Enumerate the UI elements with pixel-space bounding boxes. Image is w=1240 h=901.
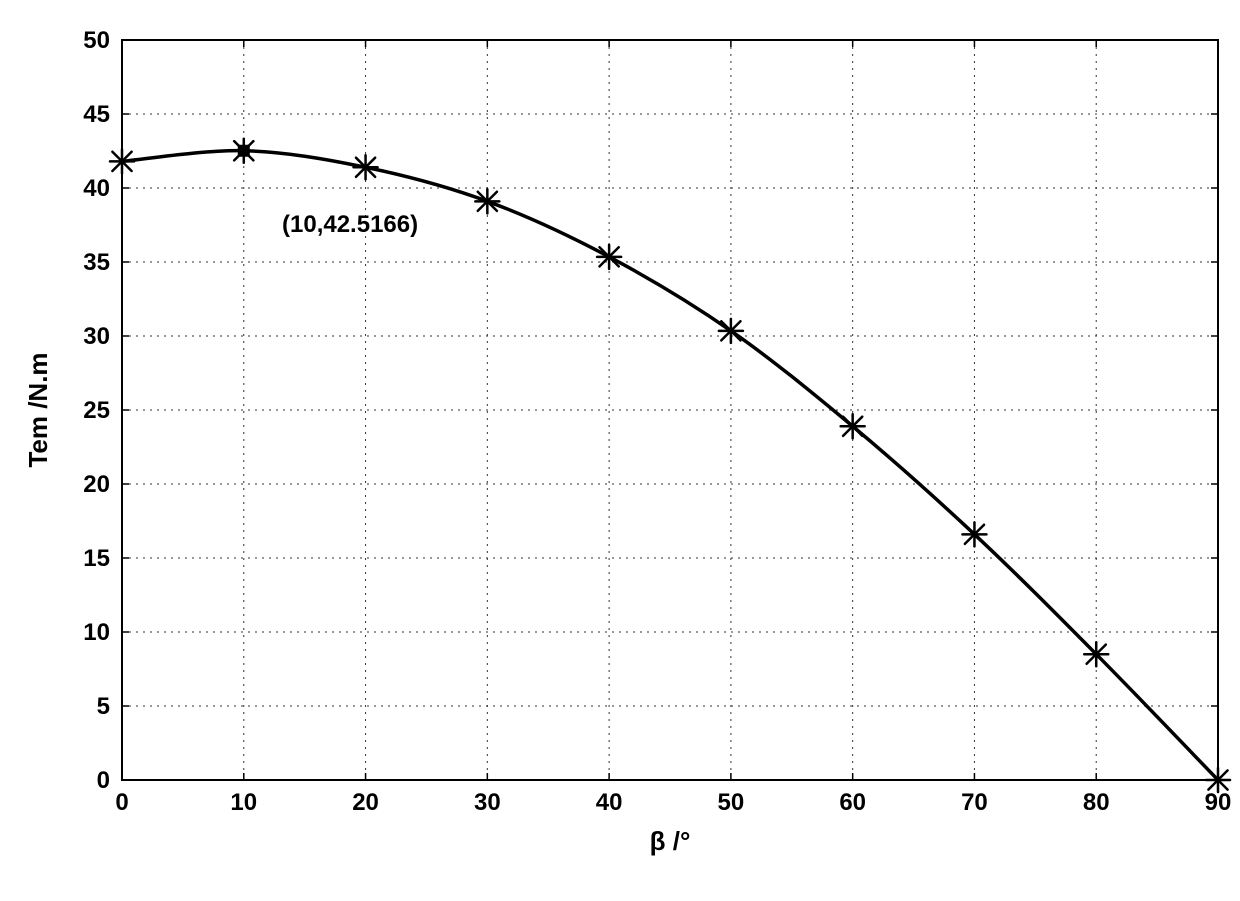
chart-svg: 010203040506070809005101520253035404550β…: [0, 0, 1240, 901]
marker-asterisk: [841, 414, 865, 438]
x-tick-label: 70: [961, 789, 988, 816]
marker-asterisk: [475, 189, 499, 213]
x-tick-label: 20: [352, 789, 379, 816]
marker-asterisk: [1084, 642, 1108, 666]
y-tick-label: 20: [83, 471, 110, 498]
x-tick-label: 10: [230, 789, 257, 816]
chart-container: 010203040506070809005101520253035404550β…: [0, 0, 1240, 901]
x-tick-label: 0: [115, 789, 128, 816]
y-tick-label: 50: [83, 27, 110, 54]
x-tick-label: 30: [474, 789, 501, 816]
marker-asterisk: [354, 155, 378, 179]
x-tick-label: 40: [596, 789, 623, 816]
marker-asterisk: [110, 149, 134, 173]
x-tick-label: 50: [718, 789, 745, 816]
y-tick-label: 0: [97, 767, 110, 794]
y-tick-label: 30: [83, 323, 110, 350]
marker-asterisk: [719, 319, 743, 343]
y-tick-label: 35: [83, 249, 110, 276]
marker-asterisk: [1206, 768, 1230, 792]
y-tick-label: 15: [83, 545, 110, 572]
y-tick-label: 45: [83, 101, 110, 128]
y-tick-label: 25: [83, 397, 110, 424]
x-tick-label: 80: [1083, 789, 1110, 816]
annotation-label: (10,42.5166): [282, 211, 418, 238]
y-axis-label: Tem /N.m: [23, 352, 53, 467]
y-tick-label: 40: [83, 175, 110, 202]
x-tick-label: 60: [839, 789, 866, 816]
marker-asterisk: [597, 245, 621, 269]
y-tick-label: 5: [97, 693, 110, 720]
x-axis-label: β /°: [650, 826, 691, 856]
highlight-marker: [238, 145, 250, 157]
marker-asterisk: [962, 522, 986, 546]
y-tick-label: 10: [83, 619, 110, 646]
